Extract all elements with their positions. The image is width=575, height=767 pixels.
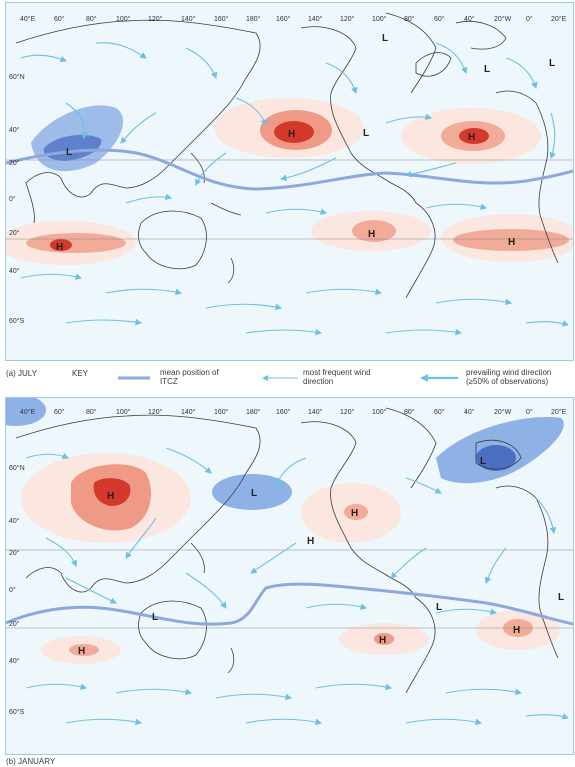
lon-label: 160° (214, 15, 229, 23)
lon-label: 60° (434, 15, 445, 23)
wind-arrow-icon (262, 375, 298, 381)
itcz-line (6, 148, 573, 191)
lon-label: 140° (181, 408, 196, 416)
low-pressure-label: L (484, 64, 490, 75)
lon-label: 140° (308, 15, 323, 23)
lat-labels: 60°N 40° 20° 0° 20° 40° 60°S (9, 73, 25, 325)
lat-label: 60°N (9, 73, 25, 81)
lon-label: 20°W (494, 15, 512, 23)
lat-labels: 60°N 40° 20° 0° 20° 40° 60°S (9, 464, 25, 716)
high-pressure-label: H (288, 129, 295, 140)
lon-label: 60° (54, 408, 65, 416)
lon-label: 180° (246, 15, 261, 23)
high-pressure-label: H (307, 536, 314, 547)
lon-label: 0° (526, 15, 533, 23)
high-pressure-label: H (56, 242, 63, 253)
lat-label: 60°S (9, 317, 25, 325)
lat-label: 0° (9, 195, 16, 203)
lon-label: 60° (54, 15, 65, 23)
lon-label: 80° (404, 408, 415, 416)
lon-labels: 40°E 60° 80° 100° 120° 140° 160° 180° 16… (20, 408, 567, 416)
lat-label: 20° (9, 620, 20, 628)
low-pressure-label: L (549, 58, 555, 69)
caption-january: (b) JANUARY (6, 757, 56, 766)
key-title: KEY (72, 369, 89, 378)
low-pressure-label: L (558, 592, 564, 603)
high-pressure-label: H (508, 237, 515, 248)
prevailing-wind-arrow-icon (420, 374, 458, 382)
lat-label: 40° (9, 126, 20, 134)
lon-label: 180° (246, 408, 261, 416)
low-pressure-label: L (382, 33, 388, 44)
lon-label: 100° (116, 15, 131, 23)
lat-label: 40° (9, 517, 20, 525)
lat-label: 20° (9, 229, 20, 237)
wind-arrows (20, 42, 570, 336)
lon-label: 100° (116, 408, 131, 416)
lon-label: 120° (148, 408, 163, 416)
lon-label: 160° (276, 408, 291, 416)
latitude-lines (6, 549, 573, 629)
low-pressure-label: L (363, 128, 369, 139)
lon-label: 40°E (20, 15, 36, 23)
january-map-svg: 60°N 40° 20° 0° 20° 40° 60°S 40°E 60° 80… (6, 398, 573, 726)
lon-label: 0° (526, 408, 533, 416)
lon-label: 100° (372, 15, 387, 23)
lon-labels: 40°E 60° 80° 100° 120° 140° 160° 180° 16… (20, 15, 567, 23)
itcz-line (6, 582, 573, 626)
itcz-line-icon (118, 376, 150, 380)
lon-label: 20°E (551, 408, 567, 416)
lon-label: 140° (308, 408, 323, 416)
wind-arrows (25, 447, 570, 726)
latitude-lines (6, 159, 573, 240)
high-pressure-label: H (513, 625, 520, 636)
coastlines (15, 407, 559, 694)
lon-label: 120° (148, 15, 163, 23)
lon-label: 160° (214, 408, 229, 416)
high-pressure-label: H (468, 132, 475, 143)
lon-label: 80° (86, 15, 97, 23)
lat-label: 0° (9, 586, 16, 594)
high-pressure-label: H (78, 646, 85, 657)
key-prevailing-text: prevailing wind direction (≥50% of obser… (466, 368, 552, 386)
lat-label: 40° (9, 657, 20, 665)
lon-label: 40°E (20, 408, 36, 416)
high-pressure-label: H (379, 635, 386, 646)
lon-label: 40° (464, 408, 475, 416)
july-map-svg: 60°N 40° 20° 0° 20° 40° 60°S 40°E 60° 80… (6, 12, 573, 336)
pressure-labels: H H H H H L L L L L (56, 33, 555, 253)
lon-label: 120° (340, 408, 355, 416)
lat-label: 60°N (9, 464, 25, 472)
lon-label: 20°W (494, 408, 512, 416)
caption-july: (a) JULY (6, 369, 37, 378)
lat-label: 20° (9, 159, 20, 167)
low-pressure-label: L (251, 488, 257, 499)
lat-label: 20° (9, 549, 20, 557)
high-pressure-label: H (368, 229, 375, 240)
high-pressure-label: H (107, 491, 114, 502)
lon-label: 120° (340, 15, 355, 23)
lat-label: 40° (9, 267, 20, 275)
low-pressure-label: L (66, 147, 72, 158)
coastlines (15, 12, 559, 299)
pressure-fields (6, 398, 564, 664)
low-pressure-label: L (436, 602, 442, 613)
low-pressure-label: L (480, 456, 486, 467)
key-itcz-text: mean position of ITCZ (160, 368, 219, 386)
high-pressure-label: H (351, 508, 358, 519)
pressure-labels: H H H H H H L L L L L (78, 456, 564, 657)
lon-label: 80° (86, 408, 97, 416)
lon-label: 60° (434, 408, 445, 416)
lat-label: 60°S (9, 708, 25, 716)
key-frequent-text: most frequent wind direction (303, 368, 371, 386)
lon-label: 160° (276, 15, 291, 23)
map-panel-july: 60°N 40° 20° 0° 20° 40° 60°S 40°E 60° 80… (5, 2, 574, 361)
lon-label: 20°E (551, 15, 567, 23)
lon-label: 80° (404, 15, 415, 23)
map-panel-january: 60°N 40° 20° 0° 20° 40° 60°S 40°E 60° 80… (5, 397, 574, 755)
lon-label: 100° (372, 408, 387, 416)
lon-label: 140° (181, 15, 196, 23)
low-pressure-label: L (152, 612, 158, 623)
lon-label: 40° (464, 15, 475, 23)
